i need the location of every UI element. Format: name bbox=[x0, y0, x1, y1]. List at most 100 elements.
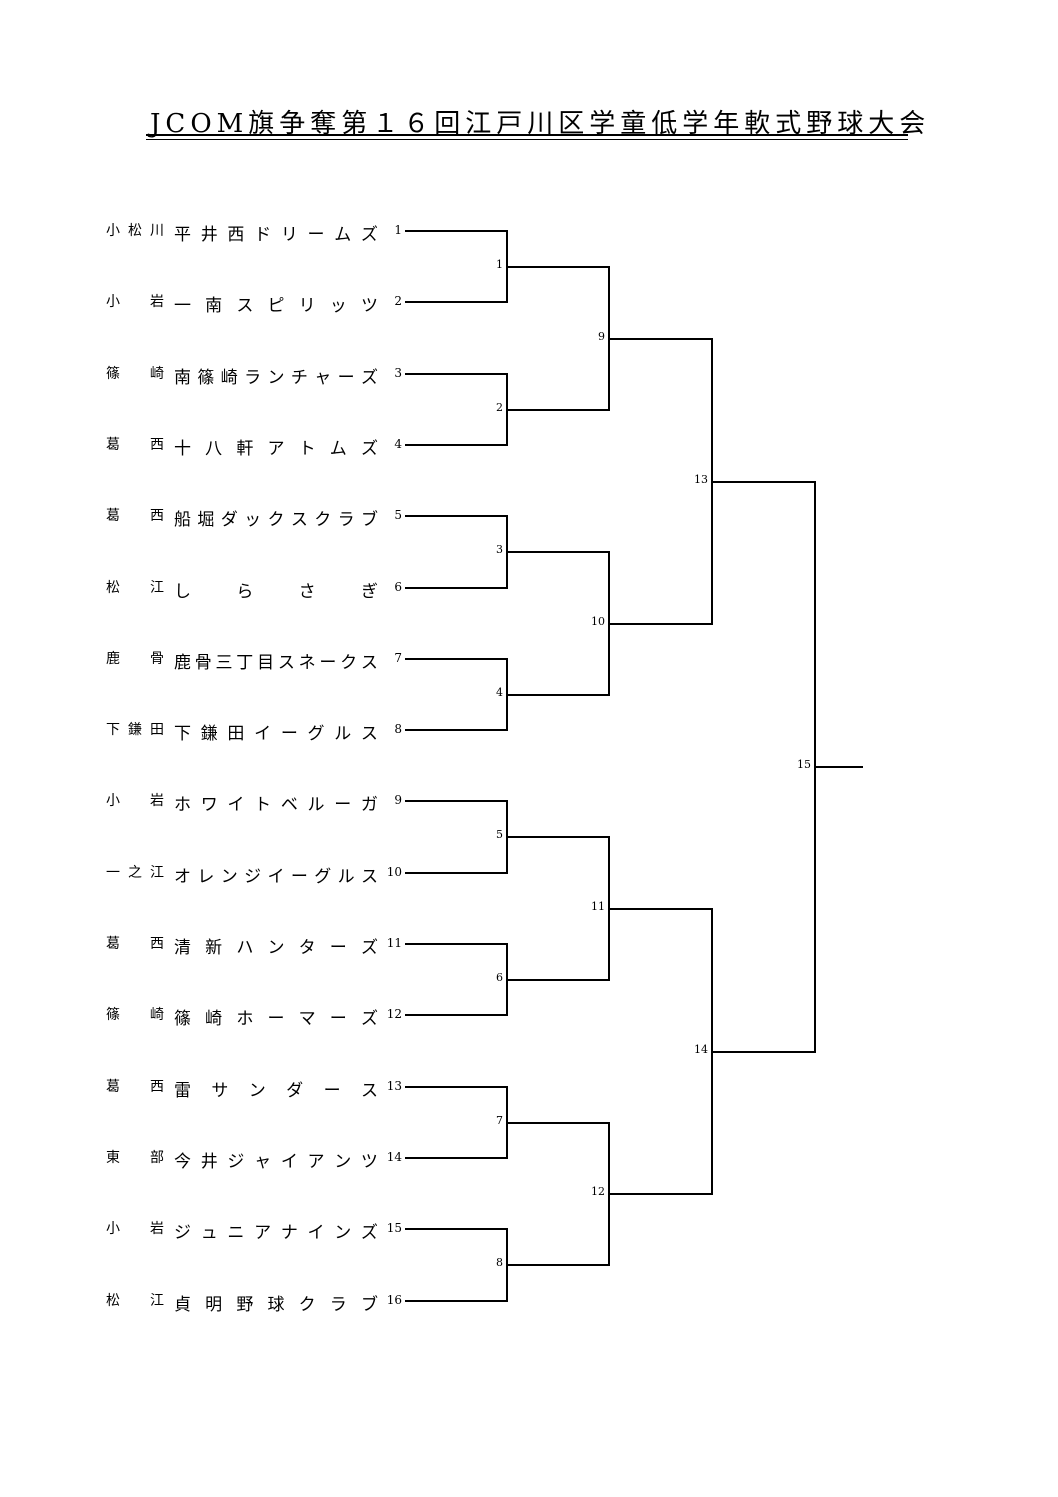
team-entry: 葛西十八軒アトムズ 4 bbox=[106, 434, 406, 459]
match-number: 11 bbox=[591, 900, 605, 913]
team-entry: 小岩ジュニアナインズ 15 bbox=[106, 1218, 406, 1243]
team-seed-number: 4 bbox=[394, 437, 402, 451]
team-line bbox=[405, 658, 507, 660]
team-district: 東部 bbox=[106, 1150, 164, 1166]
team-line bbox=[405, 943, 507, 945]
team-seed-number: 11 bbox=[386, 936, 402, 950]
team-line bbox=[405, 373, 507, 375]
title-underline-thin bbox=[146, 139, 908, 140]
team-district: 葛西 bbox=[106, 1079, 164, 1095]
team-district: 葛西 bbox=[106, 936, 164, 952]
team-entry: 篠崎南篠崎ランチャーズ 3 bbox=[106, 363, 406, 388]
team-line bbox=[405, 587, 507, 589]
team-seed-number: 8 bbox=[394, 722, 402, 736]
round1-output-line bbox=[507, 409, 609, 411]
team-line bbox=[405, 1014, 507, 1016]
match-number: 15 bbox=[797, 758, 811, 771]
team-district: 小岩 bbox=[106, 1221, 164, 1237]
team-name: 雷サンダース bbox=[174, 1081, 378, 1101]
team-name: ジュニアナインズ bbox=[174, 1223, 378, 1243]
team-seed-number: 3 bbox=[394, 366, 402, 380]
round1-output-line bbox=[507, 1264, 609, 1266]
team-line bbox=[405, 729, 507, 731]
team-entry: 篠崎篠崎ホーマーズ 12 bbox=[106, 1004, 406, 1029]
match-number: 3 bbox=[496, 543, 503, 556]
team-entry: 葛西雷サンダース 13 bbox=[106, 1076, 406, 1101]
match-number: 12 bbox=[591, 1185, 605, 1198]
team-line bbox=[405, 1157, 507, 1159]
team-name: ホワイトベルーガ bbox=[174, 795, 378, 815]
team-seed-number: 13 bbox=[386, 1079, 402, 1093]
round1-output-line bbox=[507, 1122, 609, 1124]
match-number: 7 bbox=[496, 1114, 503, 1127]
team-district: 小岩 bbox=[106, 793, 164, 809]
team-name: 平井西ドリームズ bbox=[174, 225, 378, 245]
team-district: 松江 bbox=[106, 580, 164, 596]
team-name: 船堀ダックスクラブ bbox=[174, 510, 378, 530]
team-seed-number: 12 bbox=[386, 1007, 402, 1021]
team-entry: 葛西清新ハンターズ 11 bbox=[106, 933, 406, 958]
team-name: 清新ハンターズ bbox=[174, 938, 378, 958]
team-entry: 松江しらさぎ 6 bbox=[106, 577, 406, 602]
team-entry: 下鎌田下鎌田イーグルス 8 bbox=[106, 719, 406, 744]
round1-output-line bbox=[507, 979, 609, 981]
team-line bbox=[405, 1086, 507, 1088]
team-district: 松江 bbox=[106, 1293, 164, 1309]
match-number: 4 bbox=[496, 686, 503, 699]
round2-output-line bbox=[609, 338, 712, 340]
team-line bbox=[405, 1300, 507, 1302]
team-entry: 松江貞明野球クラブ 16 bbox=[106, 1290, 406, 1315]
team-line bbox=[405, 515, 507, 517]
team-district: 篠崎 bbox=[106, 1007, 164, 1023]
team-entry: 小岩一南スピリッツ 2 bbox=[106, 291, 406, 316]
team-entry: 葛西船堀ダックスクラブ 5 bbox=[106, 505, 406, 530]
match-number: 6 bbox=[496, 971, 503, 984]
team-seed-number: 5 bbox=[394, 508, 402, 522]
team-seed-number: 1 bbox=[394, 223, 402, 237]
team-district: 小松川 bbox=[106, 223, 164, 239]
semifinal-output-line bbox=[712, 1051, 815, 1053]
team-line bbox=[405, 230, 507, 232]
match-number: 5 bbox=[496, 828, 503, 841]
team-name: オレンジイーグルス bbox=[174, 867, 378, 887]
team-line bbox=[405, 444, 507, 446]
round1-output-line bbox=[507, 836, 609, 838]
team-name: 篠崎ホーマーズ bbox=[174, 1009, 378, 1029]
team-name: 今井ジャイアンツ bbox=[174, 1152, 378, 1172]
team-district: 小岩 bbox=[106, 294, 164, 310]
team-seed-number: 7 bbox=[394, 651, 402, 665]
round2-output-line bbox=[609, 623, 712, 625]
team-name: しらさぎ bbox=[174, 582, 378, 602]
team-line bbox=[405, 872, 507, 874]
round2-output-line bbox=[609, 1193, 712, 1195]
team-name: 十八軒アトムズ bbox=[174, 439, 378, 459]
team-entry: 一之江オレンジイーグルス 10 bbox=[106, 862, 406, 887]
round2-output-line bbox=[609, 908, 712, 910]
match-number: 13 bbox=[694, 473, 708, 486]
team-seed-number: 16 bbox=[386, 1293, 402, 1307]
match-number: 2 bbox=[496, 401, 503, 414]
match-number: 10 bbox=[591, 615, 605, 628]
round1-output-line bbox=[507, 266, 609, 268]
team-line bbox=[405, 1228, 507, 1230]
team-name: 下鎌田イーグルス bbox=[174, 724, 378, 744]
semifinal-output-line bbox=[712, 481, 815, 483]
title-underline bbox=[146, 134, 908, 136]
team-seed-number: 10 bbox=[386, 865, 402, 879]
team-entry: 小岩ホワイトベルーガ 9 bbox=[106, 790, 406, 815]
team-seed-number: 9 bbox=[394, 793, 402, 807]
team-district: 葛西 bbox=[106, 508, 164, 524]
match-number: 8 bbox=[496, 1256, 503, 1269]
team-seed-number: 14 bbox=[386, 1150, 402, 1164]
round1-output-line bbox=[507, 694, 609, 696]
team-district: 篠崎 bbox=[106, 366, 164, 382]
team-seed-number: 15 bbox=[386, 1221, 402, 1235]
champion-line bbox=[815, 766, 863, 768]
match-number: 14 bbox=[694, 1043, 708, 1056]
team-line bbox=[405, 301, 507, 303]
match-number: 9 bbox=[598, 330, 605, 343]
team-line bbox=[405, 800, 507, 802]
team-name: 鹿骨三丁目スネークス bbox=[174, 653, 378, 673]
team-district: 葛西 bbox=[106, 437, 164, 453]
